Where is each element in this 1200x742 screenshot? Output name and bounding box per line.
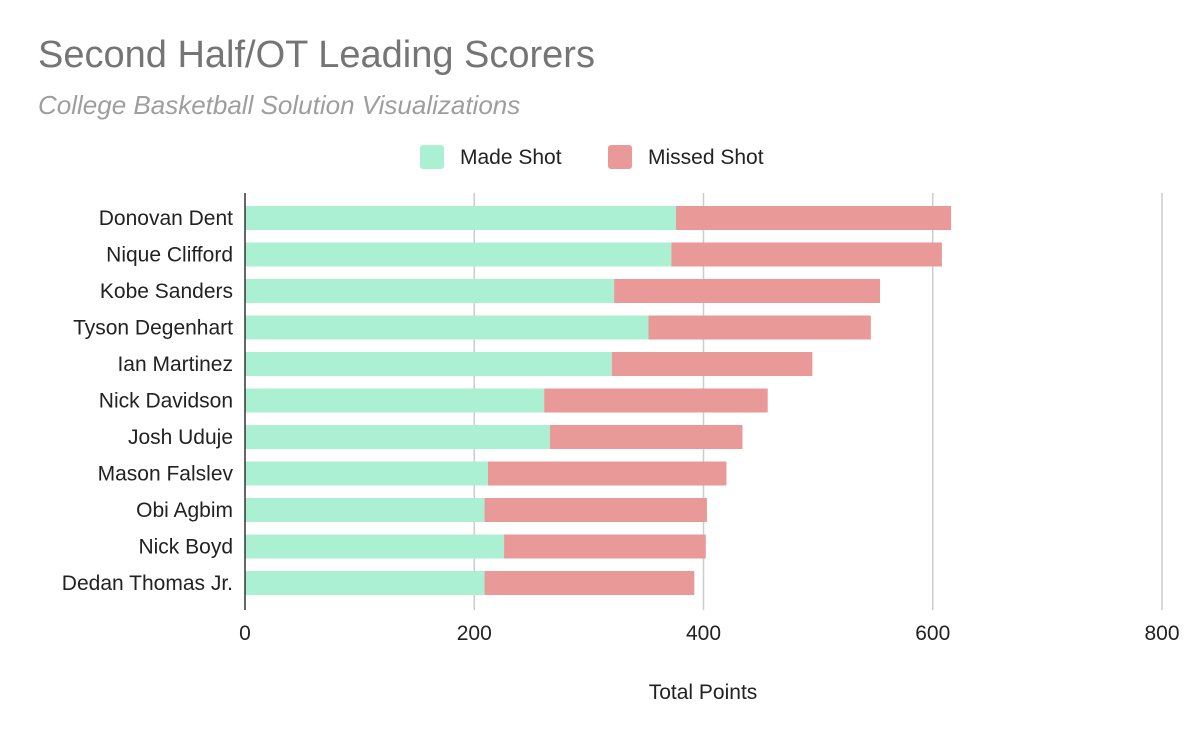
category-label-8: Obi Agbim — [136, 499, 233, 522]
category-label-4: Ian Martinez — [117, 353, 233, 376]
bar-missed-6 — [549, 425, 743, 449]
bar-made-7 — [245, 461, 489, 486]
bar-missed-3 — [648, 315, 871, 340]
bar-made-1 — [245, 242, 672, 267]
legend: Made Shot Missed Shot — [420, 145, 764, 169]
bar-missed-8 — [484, 498, 707, 522]
category-label-3: Tyson Degenhart — [73, 317, 233, 340]
bar-made-6 — [245, 425, 550, 449]
category-label-2: Kobe Sanders — [100, 280, 233, 303]
bar-missed-10 — [484, 571, 695, 595]
legend-swatch-missed — [608, 145, 632, 169]
x-tick-label-0: 0 — [239, 622, 251, 645]
x-tick-label-4: 800 — [1144, 622, 1179, 645]
bar-layer — [245, 206, 952, 595]
x-tick-label-2: 400 — [686, 622, 721, 645]
bar-missed-9 — [504, 534, 706, 559]
bar-made-0 — [245, 206, 676, 230]
category-label-10: Dedan Thomas Jr. — [62, 572, 233, 595]
category-label-0: Donovan Dent — [99, 207, 233, 230]
x-axis-title: Total Points — [649, 681, 758, 704]
bar-missed-1 — [671, 242, 942, 267]
legend-label-made: Made Shot — [460, 146, 562, 169]
chart-subtitle: College Basketball Solution Visualizatio… — [38, 90, 521, 120]
chart-title: Second Half/OT Leading Scorers — [38, 34, 595, 76]
bar-made-3 — [245, 315, 649, 340]
bar-made-2 — [245, 279, 615, 303]
bar-made-9 — [245, 534, 505, 559]
bar-made-4 — [245, 352, 612, 376]
x-tick-label-1: 200 — [457, 622, 492, 645]
label-layer: 0 200 400 600 800 Donovan Dent Nique Clifford K… — [62, 207, 1180, 704]
category-label-7: Mason Falslev — [98, 463, 234, 486]
category-label-9: Nick Boyd — [138, 536, 233, 559]
bar-made-8 — [245, 498, 485, 522]
bar-missed-5 — [544, 388, 768, 413]
bar-missed-4 — [611, 352, 813, 376]
legend-label-missed: Missed Shot — [648, 146, 764, 169]
category-label-6: Josh Uduje — [128, 426, 233, 449]
bar-missed-2 — [614, 279, 881, 303]
bar-made-10 — [245, 571, 485, 595]
bar-made-5 — [245, 388, 545, 413]
category-label-1: Nique Clifford — [106, 244, 233, 267]
bar-missed-0 — [675, 206, 952, 230]
bar-missed-7 — [488, 461, 727, 486]
category-label-5: Nick Davidson — [99, 390, 233, 413]
legend-swatch-made — [420, 145, 444, 169]
x-tick-label-3: 600 — [915, 622, 950, 645]
